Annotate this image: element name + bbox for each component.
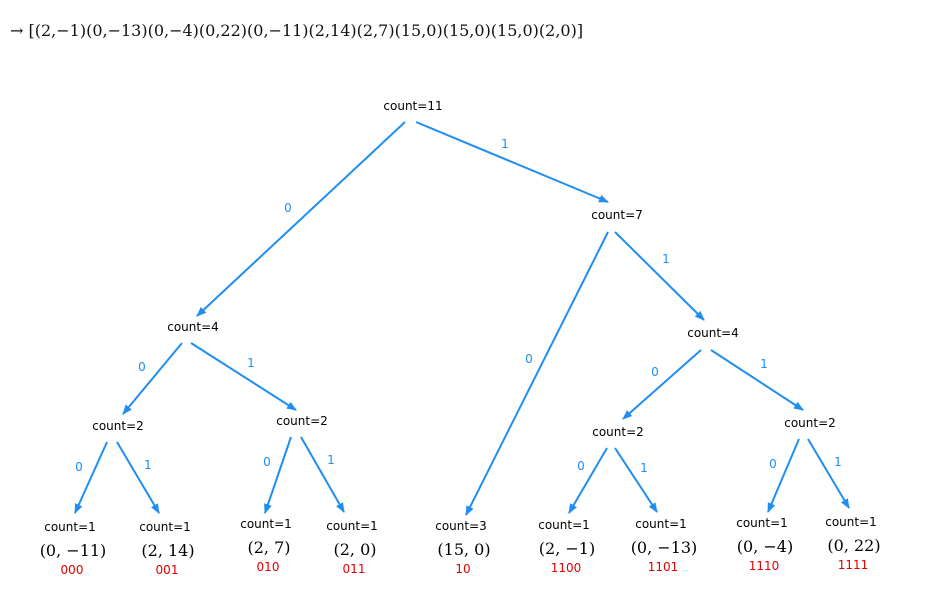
node-count-n111: count=2: [784, 416, 836, 430]
node-count-n110: count=2: [592, 425, 644, 439]
edge-label-n1-l10: 0: [525, 352, 533, 366]
leaf-code: 1111: [838, 558, 869, 572]
tree-edge-n00-l000: [74, 441, 108, 514]
leaf-count: count=1: [240, 517, 292, 531]
edge-label-n110-l1101: 1: [640, 461, 648, 475]
tree-edge-n110-l1101: [614, 447, 658, 513]
leaf-1100: count=1 (2, −1) 1100: [538, 518, 595, 575]
leaf-count: count=1: [44, 520, 96, 534]
leaf-pair: (2, 7): [247, 538, 290, 557]
node-count-root: count=11: [383, 99, 442, 113]
leaf-000: count=1 (0, −11) 000: [40, 520, 107, 577]
tree-edge-n1-n11: [614, 231, 705, 321]
leaf-1111: count=1 (0, 22) 1111: [825, 515, 880, 572]
leaf-011: count=1 (2, 0) 011: [326, 519, 378, 576]
edge-label-n00-l000: 0: [75, 460, 83, 474]
leaf-code: 000: [61, 563, 84, 577]
sequence-text: → [(2,−1)(0,−13)(0,−4)(0,22)(0,−11)(2,14…: [10, 21, 583, 40]
tree-edge-n111-l1111: [807, 438, 850, 509]
edge-label-n0-n01: 1: [247, 356, 255, 370]
leaf-code: 10: [455, 562, 470, 576]
tree-edge-n110-l1100: [568, 447, 608, 514]
tree-edge-root-n1: [415, 121, 609, 203]
edge-label-n01-l010: 0: [263, 455, 271, 469]
tree-edge-n0-n01: [190, 342, 297, 411]
leaf-pair: (0, −4): [737, 537, 793, 556]
edge-label-root-n1: 1: [501, 137, 509, 151]
tree-edge-root-n0: [196, 121, 406, 317]
leaf-pair: (0, 22): [827, 536, 880, 555]
leaf-pair: (2, 14): [141, 541, 194, 560]
leaf-pair: (2, −1): [539, 539, 595, 558]
tree-edge-n1-l10: [465, 231, 609, 516]
tree-edge-n0-n00: [122, 342, 183, 415]
leaf-count: count=1: [825, 515, 877, 529]
tree-edge-n01-l011: [300, 436, 345, 513]
leaf-code: 010: [257, 560, 280, 574]
leaf-code: 1101: [648, 560, 679, 574]
tree-edge-n111-l1110: [767, 438, 800, 513]
leaf-10: count=3 (15, 0) 10: [435, 519, 490, 576]
edge-label-n0-n00: 0: [138, 360, 146, 374]
edge-label-root-n0: 0: [284, 201, 292, 215]
leaf-pair: (15, 0): [437, 540, 490, 559]
leaf-count: count=1: [635, 517, 687, 531]
edge-label-n110-l1100: 0: [577, 459, 585, 473]
edge-label-n11-n111: 1: [760, 357, 768, 371]
leaf-count: count=3: [435, 519, 487, 533]
tree-edge-n11-n110: [622, 349, 702, 420]
node-count-n01: count=2: [276, 414, 328, 428]
leaf-pair: (0, −13): [631, 538, 698, 557]
edge-label-n111-l1110: 0: [769, 457, 777, 471]
leaf-pair: (0, −11): [40, 541, 107, 560]
edge-label-n01-l011: 1: [327, 453, 335, 467]
edge-label-n1-n11: 1: [662, 252, 670, 266]
tree-edge-n00-l001: [116, 441, 160, 514]
node-count-n1: count=7: [591, 208, 643, 222]
leaf-code: 011: [343, 562, 366, 576]
leaf-1110: count=1 (0, −4) 1110: [736, 516, 793, 573]
leaf-010: count=1 (2, 7) 010: [240, 517, 292, 574]
node-count-n00: count=2: [92, 419, 144, 433]
leaf-code: 1110: [749, 559, 780, 573]
leaf-pair: (2, 0): [333, 540, 376, 559]
leaf-001: count=1 (2, 14) 001: [139, 520, 194, 577]
leaf-code: 1100: [551, 561, 582, 575]
leaf-count: count=1: [736, 516, 788, 530]
edge-label-n00-l001: 1: [144, 458, 152, 472]
tree-edge-n01-l010: [264, 436, 292, 514]
edge-label-n111-l1111: 1: [834, 455, 842, 469]
leaf-count: count=1: [326, 519, 378, 533]
node-count-n11: count=4: [687, 326, 739, 340]
node-count-n0: count=4: [167, 320, 219, 334]
leaf-count: count=1: [538, 518, 590, 532]
leaf-code: 001: [156, 563, 179, 577]
tree-edges: 0 1 0 1 0 1 0 1 0 1 0 1 0 1 0 1: [74, 121, 850, 516]
edge-label-n11-n110: 0: [651, 365, 659, 379]
leaf-1101: count=1 (0, −13) 1101: [631, 517, 698, 574]
tree-edge-n11-n111: [710, 349, 804, 411]
leaf-count: count=1: [139, 520, 191, 534]
